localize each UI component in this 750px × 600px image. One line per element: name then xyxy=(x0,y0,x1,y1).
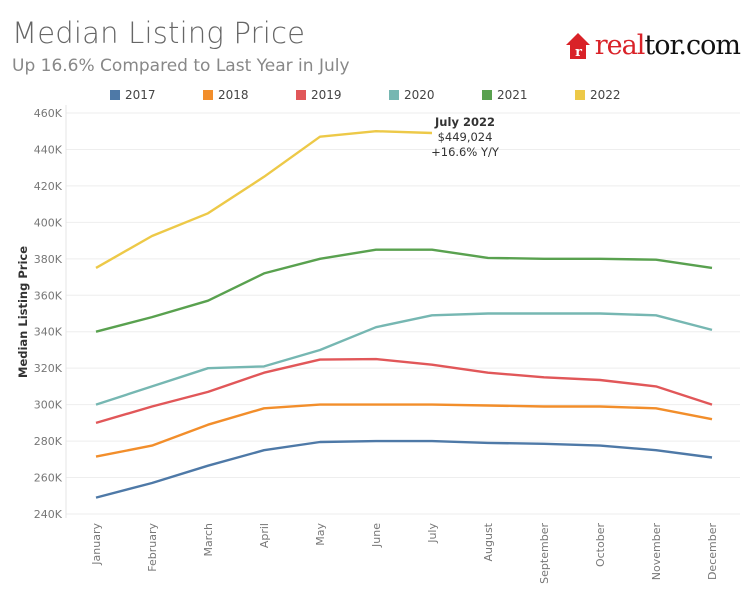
series-line-2022 xyxy=(95,129,433,269)
y-tick-label: 440K xyxy=(34,143,63,156)
x-tick-label: February xyxy=(146,523,159,572)
y-tick-label: 360K xyxy=(34,289,63,302)
x-tick-label: March xyxy=(202,523,215,557)
series-line-2018 xyxy=(95,403,713,458)
x-tick-label: August xyxy=(482,522,495,561)
legend-label: 2022 xyxy=(590,88,621,102)
legend-label: 2021 xyxy=(497,88,528,102)
y-tick-label: 280K xyxy=(34,435,63,448)
legend-swatch xyxy=(482,90,492,100)
legend-item-2019[interactable]: 2019 xyxy=(296,88,389,102)
legend-swatch xyxy=(203,90,213,100)
x-tick-label: May xyxy=(314,523,327,546)
annotation-value: $449,024 xyxy=(438,130,493,144)
series-line-2021 xyxy=(95,248,713,333)
legend-swatch xyxy=(110,90,120,100)
svg-text:r: r xyxy=(575,45,582,60)
legend: 2017 2018 2019 2020 2021 2022 xyxy=(110,88,668,102)
y-tick-label: 460K xyxy=(34,107,63,120)
legend-item-2018[interactable]: 2018 xyxy=(203,88,296,102)
legend-label: 2019 xyxy=(311,88,342,102)
house-icon: r xyxy=(565,32,590,60)
y-tick-label: 420K xyxy=(34,180,63,193)
x-tick-label: December xyxy=(706,523,719,581)
legend-swatch xyxy=(389,90,399,100)
x-tick-label: October xyxy=(594,523,607,567)
legend-label: 2020 xyxy=(404,88,435,102)
legend-item-2021[interactable]: 2021 xyxy=(482,88,575,102)
x-tick-label: April xyxy=(258,523,271,548)
legend-label: 2018 xyxy=(218,88,249,102)
legend-item-2022[interactable]: 2022 xyxy=(575,88,668,102)
legend-swatch xyxy=(296,90,306,100)
y-tick-label: 320K xyxy=(34,362,63,375)
x-tick-label: July xyxy=(426,523,439,544)
series-line-2019 xyxy=(95,357,713,425)
page-title: Median Listing Price xyxy=(12,16,306,50)
legend-item-2017[interactable]: 2017 xyxy=(110,88,203,102)
y-tick-label: 400K xyxy=(34,216,63,229)
realtor-logo: r real tor.com xyxy=(565,30,741,61)
page-subtitle: Up 16.6% Compared to Last Year in July xyxy=(12,56,350,76)
y-axis-title: Median Listing Price xyxy=(16,246,30,378)
y-tick-label: 240K xyxy=(34,508,63,521)
y-tick-label: 300K xyxy=(34,399,63,412)
x-tick-label: June xyxy=(370,523,383,548)
y-tick-label: 380K xyxy=(34,253,63,266)
annotation-title: July 2022 xyxy=(434,115,495,129)
y-tick-label: 340K xyxy=(34,326,63,339)
legend-item-2020[interactable]: 2020 xyxy=(389,88,482,102)
y-tick-label: 260K xyxy=(34,472,63,485)
x-tick-label: January xyxy=(90,523,103,566)
x-tick-label: September xyxy=(538,523,551,584)
legend-label: 2017 xyxy=(125,88,156,102)
series-line-2017 xyxy=(95,439,713,499)
series-line-2020 xyxy=(95,312,713,406)
annotation-change: +16.6% Y/Y xyxy=(431,145,500,159)
legend-swatch xyxy=(575,90,585,100)
x-tick-label: November xyxy=(650,523,663,581)
